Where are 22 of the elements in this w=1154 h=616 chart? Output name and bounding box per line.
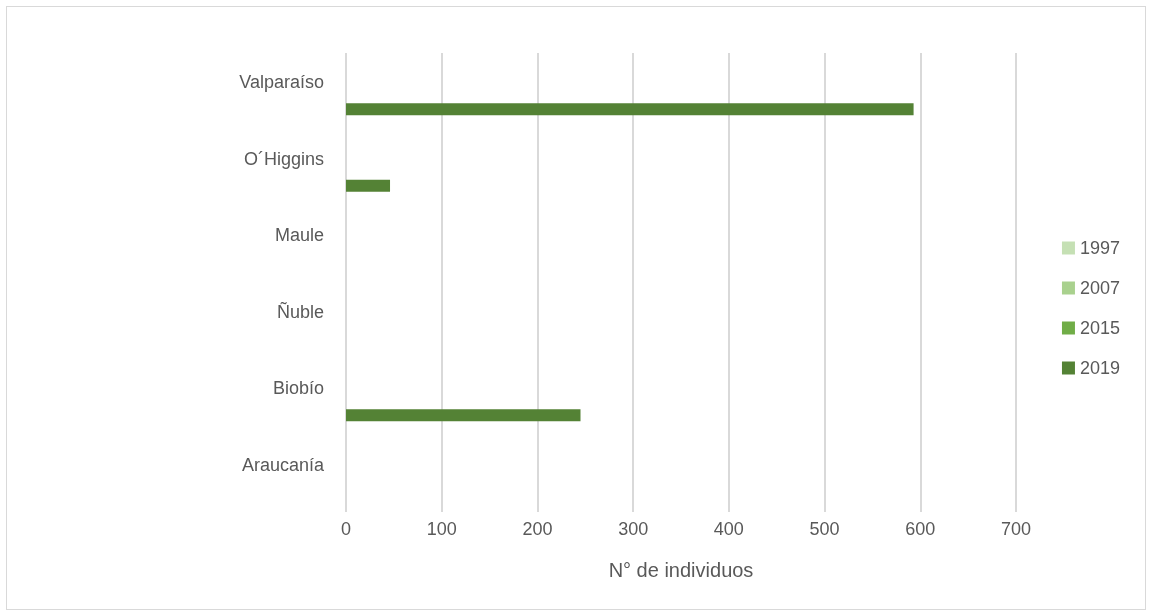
legend-label: 2015 (1079, 318, 1120, 338)
x-tick-label: 100 (426, 519, 457, 539)
y-tick-label: Ñuble (276, 300, 324, 322)
x-tick-label: 200 (522, 519, 553, 539)
bar (346, 409, 581, 422)
legend-label: 2007 (1079, 278, 1120, 298)
legend-label: 1997 (1079, 238, 1120, 258)
legend-label: 2019 (1079, 358, 1120, 378)
y-tick-label: Valparaíso (239, 72, 324, 93)
x-tick-label: 700 (1000, 519, 1032, 539)
x-tick-label: 400 (713, 519, 744, 539)
y-tick-label: Maule (274, 225, 324, 246)
y-tick-label: O´Higgins (243, 148, 324, 169)
x-tick-label: 600 (905, 519, 936, 539)
bar (346, 103, 914, 116)
x-tick-label: 0 (340, 519, 352, 539)
y-tick-label: Araucanía (241, 454, 325, 475)
bar (346, 179, 391, 192)
x-axis-title: N° de individuos (608, 559, 754, 581)
x-tick-label: 500 (809, 519, 840, 539)
y-tick-label: Biobío (272, 378, 324, 399)
x-tick-label: 300 (618, 519, 649, 539)
